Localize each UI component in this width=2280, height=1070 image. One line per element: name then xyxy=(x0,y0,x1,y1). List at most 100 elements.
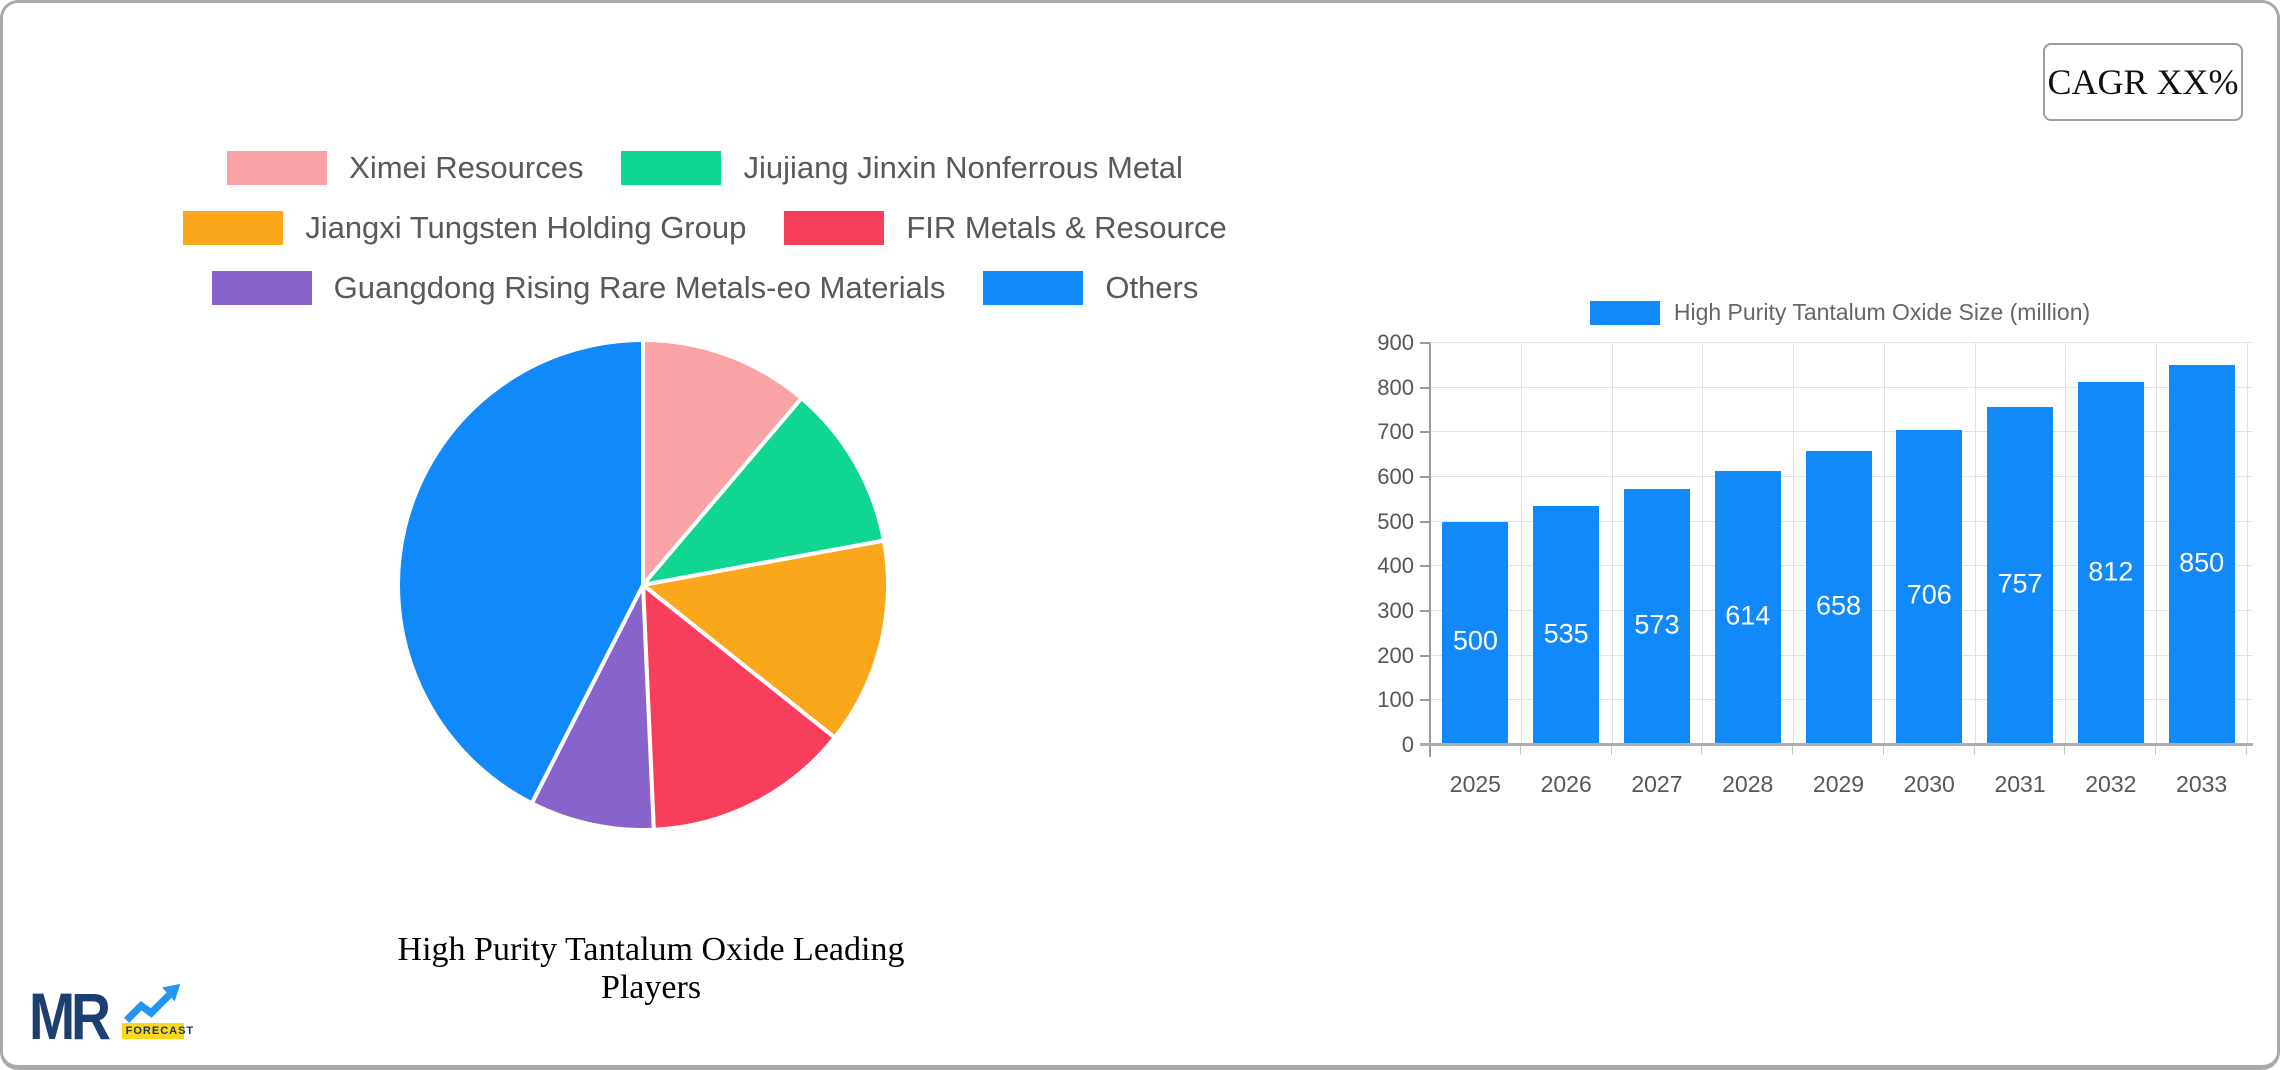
x-tick-label: 2029 xyxy=(1812,771,1865,797)
x-tick-label: 2032 xyxy=(2085,771,2137,797)
bar-value-label: 614 xyxy=(1725,600,1771,631)
legend-label: Jiujiang Jinxin Nonferrous Metal xyxy=(743,150,1183,185)
x-tick-label: 2027 xyxy=(1631,771,1683,797)
legend-swatch xyxy=(227,151,328,185)
pie-slice-3 xyxy=(641,583,837,832)
legend-row: Guangdong Rising Rare Metals-eo Material… xyxy=(75,270,1335,305)
trend-arrow-icon xyxy=(123,983,180,1023)
y-tick-label: 600 xyxy=(1377,464,1414,490)
legend-item: Jiujiang Jinxin Nonferrous Metal xyxy=(621,150,1183,185)
legend-item: Jiangxi Tungsten Holding Group xyxy=(183,210,747,245)
bar-value-label: 573 xyxy=(1634,609,1680,640)
bar-value-label: 535 xyxy=(1543,618,1589,649)
bar: 757 xyxy=(1987,406,2054,745)
grid-line-vertical xyxy=(2065,343,2067,745)
grid-line-vertical xyxy=(2156,343,2158,745)
y-tick-mark xyxy=(1420,565,1430,568)
bar: 706 xyxy=(1896,429,1963,745)
pie-legend: Ximei Resources Jiujiang Jinxin Nonferrou… xyxy=(75,150,1335,305)
y-tick-mark xyxy=(1420,699,1430,702)
y-tick-mark xyxy=(1420,431,1430,434)
x-tick-mark xyxy=(2155,745,2157,755)
bar-value-label: 812 xyxy=(2088,556,2134,587)
x-tick-mark xyxy=(1792,745,1794,755)
bar-plot: 0 100 200 300 400 500 600 700 800 900 500 2025 535 20… xyxy=(1377,332,2253,796)
pie-slice-4 xyxy=(529,583,656,832)
legend-row: Jiangxi Tungsten Holding Group FIR Metals… xyxy=(75,210,1335,245)
grid-line-vertical xyxy=(1974,343,1976,745)
y-tick-label: 900 xyxy=(1377,330,1414,355)
bar: 658 xyxy=(1805,451,1872,745)
grid-line-horizontal xyxy=(1430,342,2253,343)
pie-slice-1 xyxy=(641,396,886,587)
legend-label: Jiangxi Tungsten Holding Group xyxy=(305,210,747,245)
y-tick-mark xyxy=(1420,654,1430,657)
bar: 535 xyxy=(1533,506,1600,745)
legend-item: Guangdong Rising Rare Metals-eo Material… xyxy=(211,270,945,305)
x-tick-mark xyxy=(1519,745,1521,755)
grid-line-vertical xyxy=(1702,343,1704,745)
x-tick-label: 2026 xyxy=(1540,771,1592,797)
y-tick-mark xyxy=(1420,610,1430,613)
pie-slice-5 xyxy=(395,338,645,806)
legend-label: FIR Metals & Resource xyxy=(906,210,1227,245)
x-tick-label: 2030 xyxy=(1903,771,1955,797)
x-tick-mark xyxy=(2064,745,2066,755)
grid-line-horizontal xyxy=(1430,386,2253,388)
bar-value-label: 500 xyxy=(1452,625,1498,656)
x-tick-label: 2031 xyxy=(1994,771,2046,797)
legend-swatch xyxy=(784,211,885,245)
legend-item: Others xyxy=(983,270,1199,305)
x-tick-label: 2025 xyxy=(1449,771,1501,797)
x-tick-mark xyxy=(1973,745,1975,755)
grid-line-vertical xyxy=(1883,343,1885,745)
legend-swatch xyxy=(621,151,722,185)
x-tick-mark xyxy=(1882,745,1884,755)
y-tick-label: 500 xyxy=(1377,508,1414,534)
x-tick-mark xyxy=(1610,745,1612,755)
legend-swatch xyxy=(983,271,1084,305)
bar-legend: High Purity Tantalum Oxide Size (million… xyxy=(1430,299,2250,326)
x-axis-line xyxy=(1420,743,2253,746)
y-tick-label: 200 xyxy=(1377,642,1414,668)
y-tick-label: 0 xyxy=(1401,732,1414,757)
pie-slice-2 xyxy=(641,538,890,740)
pie-title: High Purity Tantalum Oxide Leading Playe… xyxy=(397,931,905,1006)
legend-item: Ximei Resources xyxy=(227,150,584,185)
bar-value-label: 706 xyxy=(1906,579,1952,610)
bar: 850 xyxy=(2168,365,2235,745)
legend-label: Ximei Resources xyxy=(349,150,584,185)
bar-legend-label: High Purity Tantalum Oxide Size (million… xyxy=(1673,299,2091,325)
grid-line-horizontal xyxy=(1430,431,2253,433)
y-tick-label: 700 xyxy=(1377,419,1414,445)
legend-item: FIR Metals & Resource xyxy=(784,210,1227,245)
logo-badge: FORECAST xyxy=(121,1023,193,1039)
bar-value-label: 850 xyxy=(2179,547,2225,578)
pie-slice-0 xyxy=(641,338,804,587)
legend-label: Others xyxy=(1105,270,1199,305)
cagr-badge: CAGR XX% xyxy=(2043,43,2243,121)
x-tick-mark xyxy=(2246,745,2247,755)
y-tick-mark xyxy=(1420,476,1430,479)
legend-swatch xyxy=(183,211,284,245)
legend-row: Ximei Resources Jiujiang Jinxin Nonferrou… xyxy=(75,150,1335,185)
y-tick-label: 100 xyxy=(1377,687,1414,713)
logo-text: MR xyxy=(29,979,111,1053)
bar: 500 xyxy=(1442,521,1509,745)
logo-right-block: FORECAST xyxy=(121,983,193,1039)
grid-line-vertical xyxy=(1611,343,1613,745)
y-tick-label: 300 xyxy=(1377,598,1414,624)
x-tick-label: 2028 xyxy=(1722,771,1774,797)
grid-line-vertical xyxy=(2247,343,2248,745)
y-axis-line xyxy=(1429,343,1431,757)
y-tick-label: 800 xyxy=(1377,374,1414,400)
bar: 812 xyxy=(2077,382,2144,745)
y-tick-mark xyxy=(1420,342,1430,344)
x-tick-mark xyxy=(1701,745,1703,755)
bar-value-label: 658 xyxy=(1815,590,1862,621)
y-tick-mark xyxy=(1420,386,1430,389)
x-tick-label: 2033 xyxy=(2176,771,2228,797)
legend-swatch xyxy=(211,271,312,305)
bar-value-label: 757 xyxy=(1997,568,2043,599)
